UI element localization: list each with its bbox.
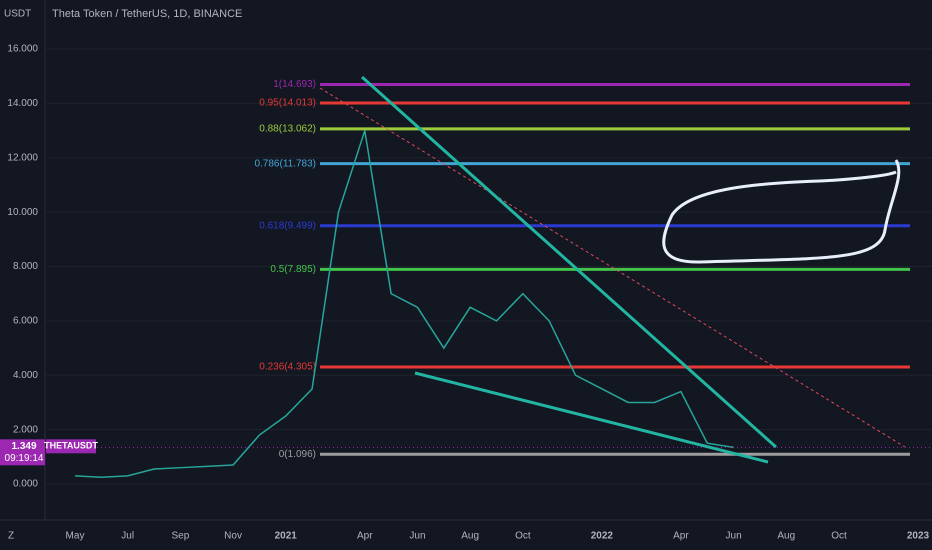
y-tick-label: 0.000 [13,479,38,490]
hand-drawn-annotation [662,159,901,264]
y-tick-label: 10.000 [7,207,38,218]
fib-label: 0.95(14.013) [259,98,316,109]
symbol-label: THETAUSDT [44,441,98,451]
x-tick-label: May [66,531,85,542]
y-tick-label: 2.000 [13,424,38,435]
y-tick-label: 14.000 [7,98,38,109]
fib-label: 1(14.693) [273,79,316,90]
trendline-upper [361,75,777,449]
last-price-label: 1.349 [11,441,36,452]
y-tick-label: 8.000 [13,261,38,272]
fib-label: 0.786(11.783) [254,158,316,169]
y-tick-label: 4.000 [13,370,38,381]
x-tick-label: Nov [224,531,242,542]
last-price-box [0,439,45,466]
y-tick-label: 6.000 [13,316,38,327]
x-tick-label: Apr [357,531,373,542]
dashed-trendline [319,87,906,448]
price-line [74,130,734,478]
fib-label: 0.88(13.062) [259,124,316,135]
fib-label: 0(1.096) [279,449,316,460]
chart-title: Theta Token / TetherUS, 1D, BINANCE [52,8,242,20]
fib-label: 0.236(4.305) [259,362,316,373]
x-tick-label: Jul [121,531,134,542]
x-tick-label: Jun [726,531,742,542]
x-tick-label: Sep [171,531,189,542]
fib-label: 0.5(7.895) [270,264,316,275]
x-tick-label: Oct [515,531,531,542]
x-tick-label: Jun [409,531,425,542]
trendline-lower [414,371,769,464]
fib-label: 0.618(9.499) [259,220,316,231]
x-tick-label: Oct [831,531,847,542]
x-tick-label: Aug [461,531,479,542]
reset-button[interactable]: Z [8,531,14,542]
y-tick-label: 16.000 [7,44,38,55]
y-tick-label: 12.000 [7,152,38,163]
x-tick-label: 2022 [591,531,614,542]
x-tick-label: Aug [777,531,795,542]
x-tick-label: 2023 [907,531,930,542]
countdown: 09:19:14 [5,453,44,464]
symbol-box [46,439,96,454]
x-tick-label: Apr [673,531,689,542]
y-unit: USDT [4,9,31,20]
x-tick-label: 2021 [275,531,298,542]
